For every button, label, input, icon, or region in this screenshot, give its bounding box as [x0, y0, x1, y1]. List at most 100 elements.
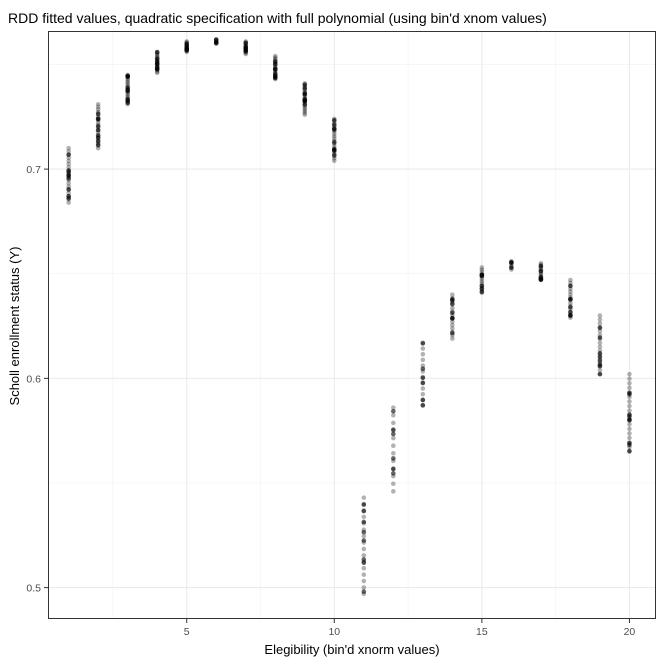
- data-point: [627, 421, 632, 427]
- data-point: [391, 443, 396, 449]
- data-point: [66, 158, 71, 164]
- data-point: [420, 397, 426, 403]
- data-point: [302, 86, 308, 91]
- data-point: [272, 67, 278, 72]
- data-point: [450, 296, 455, 302]
- x-tick-label: 20: [624, 626, 636, 638]
- data-point: [420, 375, 426, 381]
- data-point: [302, 102, 308, 107]
- data-point: [568, 292, 573, 297]
- x-tick-label: 15: [476, 626, 488, 638]
- data-point: [420, 346, 426, 351]
- data-point: [391, 409, 396, 414]
- data-point: [479, 289, 485, 295]
- data-point: [391, 412, 396, 418]
- data-point: [391, 481, 396, 487]
- chart-title: RDD fitted values, quadratic specificati…: [8, 10, 547, 26]
- data-point: [627, 448, 632, 454]
- x-axis-title: Elegibility (bin'd xnorm values): [264, 642, 439, 657]
- data-point: [420, 341, 426, 346]
- data-point: [125, 88, 130, 94]
- data-point: [627, 426, 632, 432]
- data-point: [450, 319, 455, 325]
- data-point: [66, 190, 71, 196]
- data-point: [597, 317, 603, 322]
- data-points: [66, 37, 632, 597]
- data-point: [568, 283, 573, 289]
- data-point: [597, 313, 603, 318]
- data-point: [125, 73, 130, 79]
- data-point: [331, 147, 337, 152]
- data-point: [331, 140, 337, 145]
- data-point: [331, 126, 337, 131]
- data-point: [391, 420, 396, 426]
- data-point: [66, 187, 71, 192]
- data-point: [361, 572, 367, 577]
- data-point: [450, 322, 455, 328]
- data-point: [272, 75, 278, 81]
- data-point: [361, 553, 367, 558]
- data-point: [361, 508, 367, 514]
- data-point: [95, 138, 101, 144]
- data-point: [272, 53, 278, 59]
- data-point: [627, 408, 632, 413]
- data-point: [95, 107, 101, 112]
- data-point: [66, 172, 71, 178]
- data-point: [479, 273, 485, 279]
- data-point: [125, 79, 130, 85]
- data-point: [361, 533, 367, 539]
- data-point: [95, 116, 101, 121]
- x-axis-ticks: 5 10 15 20: [184, 619, 636, 638]
- data-point: [597, 367, 603, 373]
- data-point: [331, 152, 337, 158]
- data-point: [95, 123, 101, 129]
- data-point: [450, 305, 455, 311]
- data-point: [154, 70, 160, 76]
- data-point: [302, 92, 308, 97]
- data-point: [538, 268, 544, 274]
- data-point: [450, 336, 455, 341]
- minor-gridlines: [48, 31, 656, 619]
- data-point: [331, 143, 337, 149]
- y-tick-label: 0.7: [26, 164, 41, 176]
- data-point: [302, 82, 308, 88]
- data-point: [568, 277, 573, 283]
- data-point: [361, 495, 367, 500]
- data-point: [302, 98, 308, 103]
- data-point: [568, 312, 573, 318]
- data-point: [597, 354, 603, 360]
- data-point: [627, 376, 632, 382]
- data-point: [66, 176, 71, 181]
- data-point: [509, 260, 514, 265]
- data-point: [302, 106, 308, 112]
- data-point: [450, 315, 455, 321]
- data-point: [154, 49, 160, 55]
- data-point: [331, 133, 337, 139]
- data-point: [66, 161, 71, 167]
- y-axis-ticks: 0.5 0.6 0.7: [26, 164, 48, 595]
- data-point: [597, 325, 603, 331]
- y-tick-label: 0.6: [26, 373, 41, 385]
- data-point: [391, 405, 396, 410]
- data-point: [243, 40, 249, 46]
- data-point: [627, 399, 632, 404]
- y-tick-label: 0.5: [26, 583, 41, 595]
- data-point: [479, 278, 485, 284]
- data-point: [420, 351, 426, 357]
- data-point: [420, 402, 426, 408]
- data-point: [361, 585, 367, 590]
- data-point: [125, 98, 130, 104]
- data-point: [627, 392, 632, 397]
- data-point: [95, 101, 101, 107]
- data-point: [450, 326, 455, 331]
- data-point: [66, 168, 71, 173]
- data-point: [538, 263, 544, 269]
- data-point: [213, 37, 219, 42]
- data-point: [450, 310, 455, 316]
- data-point: [331, 122, 337, 128]
- data-point: [95, 127, 101, 133]
- major-gridlines: [48, 31, 656, 619]
- data-point: [597, 351, 603, 356]
- data-point: [361, 519, 367, 525]
